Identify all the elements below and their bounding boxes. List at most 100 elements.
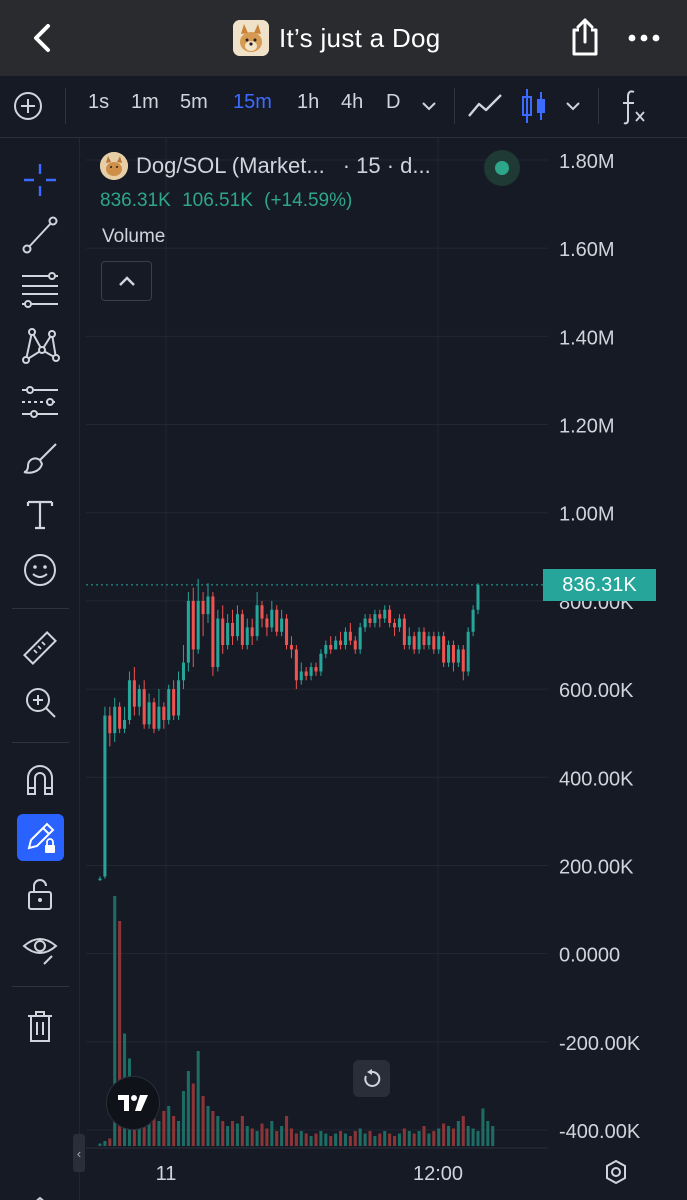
candle-body xyxy=(255,605,259,637)
legend-change: 106.51K xyxy=(182,190,253,211)
candle-body xyxy=(113,706,117,734)
volume-bar xyxy=(113,896,117,1146)
crosshair-icon[interactable] xyxy=(18,158,62,202)
scroll-up-chevron-icon[interactable] xyxy=(18,1178,62,1200)
candle-body xyxy=(378,614,382,619)
interval-1s[interactable]: 1s xyxy=(88,91,110,113)
candles-chart-icon[interactable] xyxy=(520,86,548,132)
indicators-fx-icon[interactable] xyxy=(618,86,652,132)
emoji-icon[interactable] xyxy=(18,548,62,592)
candle-body xyxy=(191,600,195,650)
legend-values-row: 836.31K 106.51K (+14.59%) xyxy=(100,190,352,212)
chart-legend: Dog/SOL (Market... · 15 · d... xyxy=(100,152,431,180)
candle-body xyxy=(353,640,357,650)
y-tick-label: -200.00K xyxy=(559,1033,641,1055)
magnet-icon[interactable] xyxy=(18,758,62,802)
volume-bar xyxy=(162,1111,166,1146)
stay-in-drawing-mode-icon[interactable] xyxy=(17,814,64,861)
fib-retracement-icon[interactable] xyxy=(18,268,62,312)
candle-body xyxy=(471,609,475,632)
collapse-legend-button[interactable] xyxy=(101,261,152,301)
title-group: It’s just a Dog xyxy=(233,19,441,57)
volume-bar xyxy=(108,1138,112,1146)
volume-bar xyxy=(358,1128,362,1146)
add-symbol-icon[interactable] xyxy=(12,90,44,128)
volume-bar xyxy=(442,1123,446,1146)
share-icon[interactable] xyxy=(566,16,604,58)
prediction-tool-icon[interactable] xyxy=(18,380,62,424)
interval-15m[interactable]: 15m xyxy=(233,91,272,113)
candle-body xyxy=(181,662,185,681)
interval-4h[interactable]: 4h xyxy=(341,91,364,113)
volume-bar xyxy=(211,1111,215,1146)
volume-bar xyxy=(466,1126,470,1146)
volume-bar xyxy=(221,1121,225,1146)
interval-d[interactable]: D xyxy=(386,91,401,113)
interval-5m[interactable]: 5m xyxy=(180,91,208,113)
back-chevron-icon[interactable] xyxy=(26,20,58,56)
candle-body xyxy=(196,600,200,650)
sidebar-toggle-handle[interactable]: ‹ xyxy=(73,1134,85,1172)
candle-body xyxy=(285,618,289,645)
candle-body xyxy=(299,671,303,681)
trend-line-icon[interactable] xyxy=(18,212,62,256)
candle-body xyxy=(108,715,112,734)
candle-body xyxy=(265,618,269,628)
candle-body xyxy=(442,636,446,663)
zoom-in-icon[interactable] xyxy=(18,680,62,724)
candle-body xyxy=(250,627,254,637)
more-options-icon[interactable] xyxy=(626,24,662,52)
chart-type-dropdown-chevron-icon[interactable] xyxy=(564,96,582,119)
candle-body xyxy=(152,702,156,729)
volume-bar xyxy=(407,1131,411,1146)
chart-settings-gear-icon[interactable] xyxy=(602,1158,630,1186)
candle-body xyxy=(162,706,166,720)
volume-bar xyxy=(206,1106,210,1146)
interval-1h[interactable]: 1h xyxy=(297,91,320,113)
volume-bar xyxy=(152,1116,156,1146)
volume-bar xyxy=(432,1131,436,1146)
volume-bar xyxy=(373,1136,377,1146)
trash-icon[interactable] xyxy=(18,1004,62,1048)
chevron-up-icon xyxy=(118,276,135,286)
market-status-indicator[interactable] xyxy=(484,150,520,186)
lock-drawings-icon[interactable] xyxy=(18,872,62,916)
legend-symbol[interactable]: Dog/SOL (Market... xyxy=(136,153,325,178)
volume-bar xyxy=(240,1116,244,1146)
reset-chart-button[interactable] xyxy=(353,1060,390,1097)
volume-bar xyxy=(363,1133,367,1146)
candle-body xyxy=(127,680,131,720)
volume-bar xyxy=(157,1121,161,1146)
candle-body xyxy=(397,618,401,628)
volume-bar xyxy=(196,1051,200,1146)
y-tick-label: 1.00M xyxy=(559,504,615,526)
volume-bar xyxy=(456,1121,460,1146)
volume-bar xyxy=(186,1071,190,1146)
volume-bar xyxy=(319,1131,323,1146)
interval-dropdown-chevron-icon[interactable] xyxy=(420,96,438,119)
brush-icon[interactable] xyxy=(18,436,62,480)
price-chart[interactable]: 1.80M 1.60M 1.40M 1.20M 1.00M 800.00K 600.00K 4… xyxy=(86,138,687,1200)
sidebar-divider xyxy=(12,986,69,987)
x-tick-label: 12:00 xyxy=(413,1163,463,1185)
y-tick-label: 1.40M xyxy=(559,327,615,349)
tradingview-logo-icon[interactable] xyxy=(106,1076,160,1130)
hide-drawings-eye-icon[interactable] xyxy=(18,926,62,970)
legend-price: 836.31K xyxy=(100,190,171,211)
volume-bar xyxy=(334,1133,338,1146)
pattern-tool-icon[interactable] xyxy=(18,324,62,368)
y-tick-label: 1.60M xyxy=(559,239,615,261)
interval-1m[interactable]: 1m xyxy=(131,91,159,113)
candle-body xyxy=(167,689,171,720)
title-bar: It’s just a Dog xyxy=(0,0,687,76)
candle-body xyxy=(393,622,397,628)
volume-bar xyxy=(245,1126,249,1146)
volume-bar xyxy=(270,1121,274,1146)
y-tick-label: 1.20M xyxy=(559,416,615,438)
text-tool-icon[interactable] xyxy=(18,492,62,536)
chart-canvas[interactable]: 1.80M1.60M1.40M1.20M1.00M800.00K600.00K4… xyxy=(86,138,687,1200)
candle-body xyxy=(319,653,323,672)
line-chart-icon[interactable] xyxy=(466,90,504,128)
volume-bar xyxy=(486,1121,490,1146)
ruler-icon[interactable] xyxy=(18,626,62,670)
